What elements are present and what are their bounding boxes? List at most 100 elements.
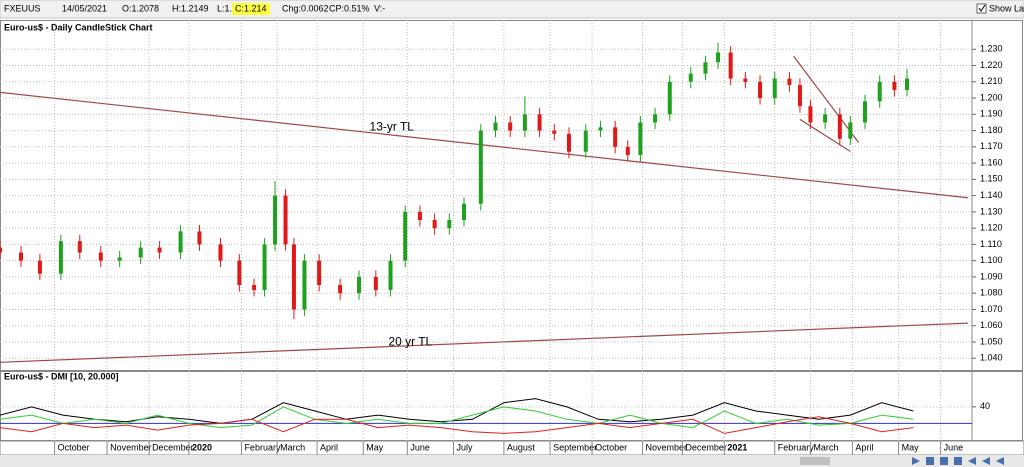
candle-body <box>237 260 242 286</box>
candle-body <box>462 203 467 221</box>
nav-buttons[interactable] <box>912 457 1004 465</box>
dmi-line <box>0 416 914 434</box>
candle-body <box>653 114 658 123</box>
x-tick-label: May <box>902 442 920 452</box>
symbol: FXEUUS <box>4 3 41 13</box>
candle-body <box>688 73 693 82</box>
candle-body <box>373 276 378 290</box>
x-tick-label: November <box>110 442 152 452</box>
candle-body <box>848 122 853 139</box>
candle-body <box>787 78 792 86</box>
candle-body <box>157 247 162 253</box>
y-tick-label: 1.060 <box>980 320 1003 330</box>
candle-body <box>417 211 422 221</box>
candle-body <box>447 220 452 229</box>
scroll-thumb[interactable] <box>800 457 830 465</box>
x-tick-label: July <box>457 442 474 452</box>
x-tick-label: November <box>645 442 687 452</box>
candle-body <box>598 127 603 131</box>
candle-body <box>772 78 777 99</box>
y-tick-label: 1.080 <box>980 288 1003 298</box>
candle-body <box>877 81 882 102</box>
y-tick-label: 1.090 <box>980 271 1003 281</box>
candle-body <box>273 195 278 245</box>
candle-body <box>493 122 498 131</box>
y-tick-label: 1.220 <box>980 60 1003 70</box>
x-tick-label: March <box>280 442 305 452</box>
candle-body <box>178 231 183 253</box>
high: H:1.2149 <box>172 3 209 13</box>
dmi-line <box>0 406 914 429</box>
annotation: 20 yr TL <box>388 334 432 348</box>
indicator-title: Euro-us$ - DMI [10, 20.000] <box>4 371 119 381</box>
candle-body <box>478 130 483 204</box>
candle-body <box>302 260 307 310</box>
candle-body <box>338 285 343 294</box>
y-tick-label: 1.160 <box>980 157 1003 167</box>
x-tick-label: October <box>595 442 627 452</box>
candle-body <box>667 81 672 115</box>
show-last[interactable]: Show Last <box>989 3 1024 13</box>
candle-body <box>823 114 828 123</box>
y-tick-label: 1.180 <box>980 125 1003 135</box>
x-tick-label: June <box>944 442 964 452</box>
candle-body <box>218 244 223 261</box>
y-tick-label: 1.150 <box>980 174 1003 184</box>
x-tick-label: 2020 <box>192 442 212 452</box>
candle-body <box>758 81 763 99</box>
open: O:1.2078 <box>122 3 159 13</box>
dmi-line <box>0 398 914 424</box>
trend-line <box>0 91 968 199</box>
candle-body <box>77 241 82 253</box>
x-tick-label: February <box>778 442 815 452</box>
candle-body <box>317 260 322 286</box>
y-tick-label: 1.190 <box>980 109 1003 119</box>
candle-body <box>432 220 437 229</box>
candle-body <box>18 252 23 261</box>
y-tick-label: 40 <box>980 401 990 411</box>
check <box>978 4 986 12</box>
candle-body <box>98 252 103 261</box>
y-tick-label: 1.140 <box>980 190 1003 200</box>
candle-body <box>357 276 362 294</box>
candle-body <box>552 130 557 134</box>
candle-body <box>905 78 910 90</box>
x-tick-label: August <box>507 442 536 452</box>
close-highlight <box>232 3 270 15</box>
candle-body <box>283 195 288 245</box>
show-last-checkbox[interactable] <box>976 3 987 14</box>
candle-body <box>716 52 721 63</box>
x-tick-label: March <box>813 442 838 452</box>
date: 14/05/2021 <box>62 3 107 13</box>
y-tick-label: 1.070 <box>980 304 1003 314</box>
y-tick-label: 1.170 <box>980 141 1003 151</box>
chart-title: Euro-us$ - Daily CandleStick Chart <box>4 22 153 32</box>
candle-body <box>117 257 122 261</box>
candle-body <box>252 285 257 290</box>
y-tick-label: 1.040 <box>980 353 1003 363</box>
candle-body <box>625 146 630 155</box>
candle-body <box>37 260 42 274</box>
scrollbar[interactable] <box>0 455 1024 467</box>
candle-body <box>583 130 588 152</box>
x-tick-label: December <box>685 442 727 452</box>
trend-line <box>799 118 851 152</box>
candle-body <box>797 85 802 107</box>
x-tick-label: October <box>58 442 90 452</box>
candle-body <box>703 62 708 74</box>
candle-body <box>808 106 813 123</box>
candle-body <box>537 114 542 131</box>
x-tick-label: May <box>366 442 384 452</box>
indicator-panel <box>0 371 1023 441</box>
y-tick-label: 1.120 <box>980 223 1003 233</box>
x-tick-label: April <box>855 442 873 452</box>
trend-line <box>793 55 860 143</box>
candle-body <box>403 211 408 261</box>
y-tick-label: 1.100 <box>980 255 1003 265</box>
candle-body <box>863 101 868 123</box>
x-tick-label: December <box>152 442 194 452</box>
annotation: 13-yr TL <box>370 120 415 134</box>
candle-body <box>291 244 296 310</box>
